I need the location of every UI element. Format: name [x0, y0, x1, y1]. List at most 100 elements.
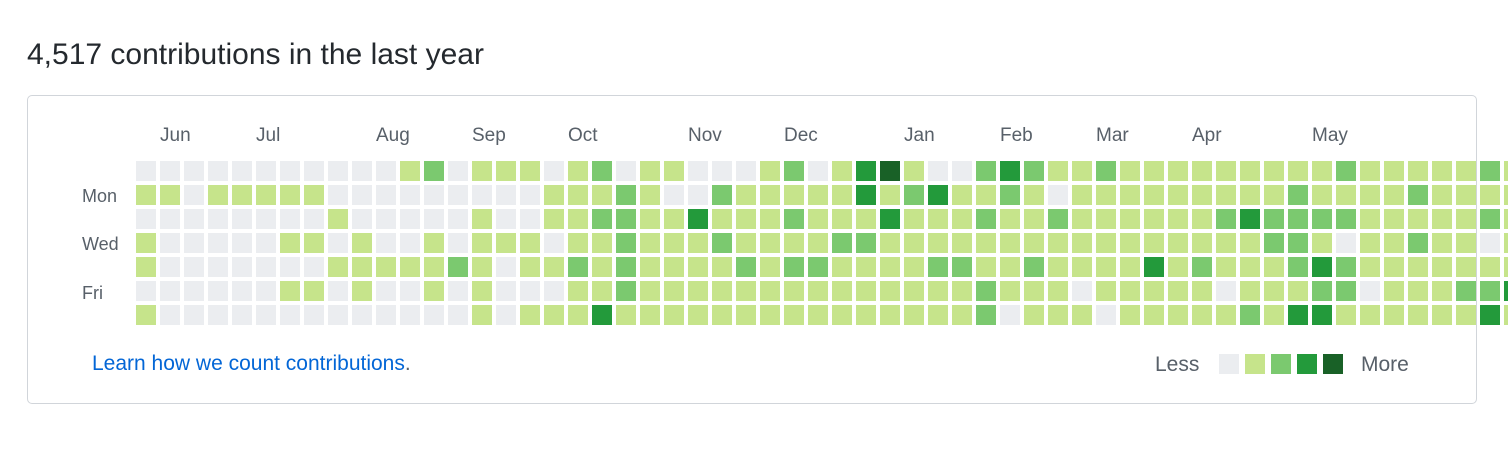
contribution-day-cell[interactable]: [712, 305, 732, 325]
contribution-day-cell[interactable]: [856, 209, 876, 229]
contribution-day-cell[interactable]: [856, 233, 876, 253]
contribution-day-cell[interactable]: [1216, 305, 1236, 325]
contribution-day-cell[interactable]: [784, 257, 804, 277]
contribution-day-cell[interactable]: [904, 161, 924, 181]
contribution-day-cell[interactable]: [352, 209, 372, 229]
contribution-day-cell[interactable]: [640, 281, 660, 301]
contribution-day-cell[interactable]: [1432, 185, 1452, 205]
contribution-day-cell[interactable]: [976, 209, 996, 229]
contribution-day-cell[interactable]: [1264, 281, 1284, 301]
contribution-day-cell[interactable]: [184, 209, 204, 229]
contribution-day-cell[interactable]: [136, 233, 156, 253]
contribution-day-cell[interactable]: [1216, 233, 1236, 253]
contribution-day-cell[interactable]: [400, 209, 420, 229]
contribution-day-cell[interactable]: [304, 209, 324, 229]
contribution-day-cell[interactable]: [616, 161, 636, 181]
contribution-day-cell[interactable]: [1360, 209, 1380, 229]
contribution-day-cell[interactable]: [232, 281, 252, 301]
contribution-day-cell[interactable]: [568, 161, 588, 181]
contribution-day-cell[interactable]: [472, 161, 492, 181]
contribution-day-cell[interactable]: [280, 209, 300, 229]
contribution-day-cell[interactable]: [136, 185, 156, 205]
contribution-day-cell[interactable]: [1240, 185, 1260, 205]
contribution-day-cell[interactable]: [1360, 185, 1380, 205]
contribution-day-cell[interactable]: [448, 209, 468, 229]
contribution-day-cell[interactable]: [328, 257, 348, 277]
contribution-day-cell[interactable]: [760, 209, 780, 229]
contribution-day-cell[interactable]: [832, 281, 852, 301]
contribution-day-cell[interactable]: [256, 185, 276, 205]
contribution-day-cell[interactable]: [808, 233, 828, 253]
contribution-day-cell[interactable]: [1288, 257, 1308, 277]
contribution-day-cell[interactable]: [1072, 209, 1092, 229]
contribution-day-cell[interactable]: [160, 281, 180, 301]
contribution-day-cell[interactable]: [256, 281, 276, 301]
contribution-day-cell[interactable]: [448, 185, 468, 205]
contribution-day-cell[interactable]: [1288, 161, 1308, 181]
contribution-day-cell[interactable]: [1384, 209, 1404, 229]
contribution-day-cell[interactable]: [952, 161, 972, 181]
contribution-day-cell[interactable]: [520, 305, 540, 325]
contribution-day-cell[interactable]: [520, 257, 540, 277]
contribution-day-cell[interactable]: [136, 161, 156, 181]
contribution-day-cell[interactable]: [640, 305, 660, 325]
contribution-day-cell[interactable]: [1144, 233, 1164, 253]
contribution-day-cell[interactable]: [1360, 161, 1380, 181]
contribution-day-cell[interactable]: [400, 305, 420, 325]
contribution-day-cell[interactable]: [832, 257, 852, 277]
contribution-day-cell[interactable]: [1360, 305, 1380, 325]
contribution-day-cell[interactable]: [160, 209, 180, 229]
contribution-day-cell[interactable]: [1288, 185, 1308, 205]
contribution-day-cell[interactable]: [1240, 257, 1260, 277]
contribution-day-cell[interactable]: [1384, 305, 1404, 325]
contribution-day-cell[interactable]: [1480, 257, 1500, 277]
contribution-day-cell[interactable]: [472, 281, 492, 301]
contribution-day-cell[interactable]: [1168, 281, 1188, 301]
contribution-day-cell[interactable]: [736, 305, 756, 325]
contribution-day-cell[interactable]: [328, 209, 348, 229]
contribution-day-cell[interactable]: [1384, 257, 1404, 277]
contribution-day-cell[interactable]: [712, 185, 732, 205]
contribution-day-cell[interactable]: [304, 281, 324, 301]
contribution-day-cell[interactable]: [880, 185, 900, 205]
contribution-day-cell[interactable]: [592, 233, 612, 253]
contribution-day-cell[interactable]: [1048, 185, 1068, 205]
contribution-day-cell[interactable]: [880, 161, 900, 181]
contribution-day-cell[interactable]: [1264, 209, 1284, 229]
contribution-day-cell[interactable]: [1192, 305, 1212, 325]
contribution-day-cell[interactable]: [784, 233, 804, 253]
contribution-day-cell[interactable]: [928, 209, 948, 229]
contribution-day-cell[interactable]: [1072, 233, 1092, 253]
contribution-day-cell[interactable]: [1312, 305, 1332, 325]
contribution-day-cell[interactable]: [424, 257, 444, 277]
contribution-day-cell[interactable]: [688, 281, 708, 301]
contribution-day-cell[interactable]: [1432, 257, 1452, 277]
contribution-day-cell[interactable]: [1336, 281, 1356, 301]
contribution-day-cell[interactable]: [160, 185, 180, 205]
contribution-day-cell[interactable]: [952, 257, 972, 277]
contribution-day-cell[interactable]: [568, 281, 588, 301]
contribution-day-cell[interactable]: [184, 281, 204, 301]
contribution-day-cell[interactable]: [640, 209, 660, 229]
contribution-day-cell[interactable]: [1000, 257, 1020, 277]
contribution-day-cell[interactable]: [1000, 281, 1020, 301]
contribution-day-cell[interactable]: [736, 233, 756, 253]
contribution-day-cell[interactable]: [1144, 185, 1164, 205]
contribution-day-cell[interactable]: [280, 185, 300, 205]
contribution-day-cell[interactable]: [952, 233, 972, 253]
contribution-day-cell[interactable]: [1384, 185, 1404, 205]
contribution-day-cell[interactable]: [1192, 209, 1212, 229]
contribution-day-cell[interactable]: [1168, 233, 1188, 253]
contribution-day-cell[interactable]: [184, 233, 204, 253]
contribution-day-cell[interactable]: [640, 257, 660, 277]
contribution-day-cell[interactable]: [640, 185, 660, 205]
contribution-day-cell[interactable]: [1024, 281, 1044, 301]
contribution-day-cell[interactable]: [664, 305, 684, 325]
contribution-day-cell[interactable]: [304, 161, 324, 181]
contribution-day-cell[interactable]: [496, 209, 516, 229]
contribution-day-cell[interactable]: [688, 161, 708, 181]
contribution-day-cell[interactable]: [808, 209, 828, 229]
contribution-day-cell[interactable]: [1216, 185, 1236, 205]
contribution-day-cell[interactable]: [1504, 257, 1508, 277]
contribution-day-cell[interactable]: [664, 281, 684, 301]
